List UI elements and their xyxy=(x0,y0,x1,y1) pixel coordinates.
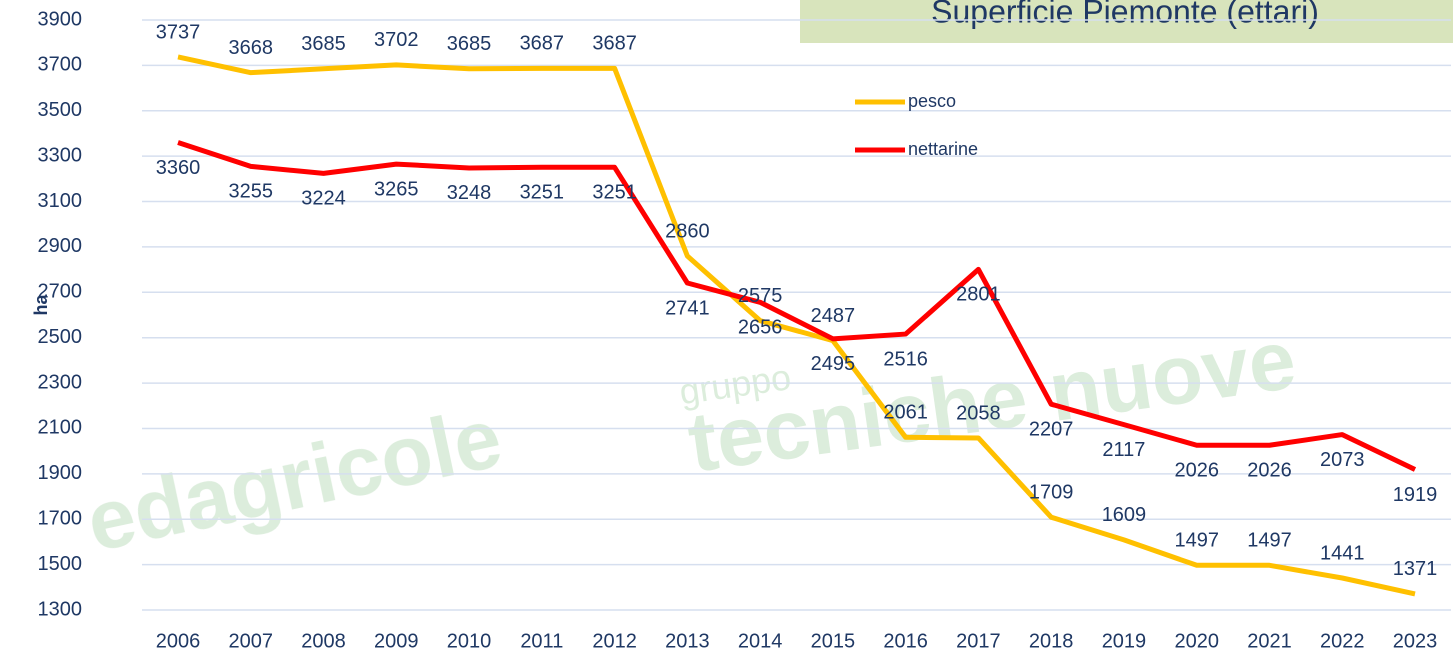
data-label: 3702 xyxy=(374,29,419,51)
y-tick-label: 1900 xyxy=(38,462,83,484)
data-label: 3687 xyxy=(592,33,637,55)
x-tick-label: 2021 xyxy=(1247,630,1292,652)
data-label: 2801 xyxy=(956,284,1001,306)
data-label: 3360 xyxy=(156,157,201,179)
data-label: 2656 xyxy=(738,317,783,339)
legend-label: pesco xyxy=(908,91,956,111)
data-label: 2495 xyxy=(811,353,856,375)
x-tick-label: 2012 xyxy=(592,630,637,652)
data-label: 1497 xyxy=(1174,530,1219,552)
x-tick-label: 2014 xyxy=(738,630,783,652)
y-tick-label: 2500 xyxy=(38,326,83,348)
data-label: 3668 xyxy=(229,37,274,59)
data-label: 1441 xyxy=(1320,542,1365,564)
data-label: 3251 xyxy=(592,182,637,204)
y-tick-label: 2700 xyxy=(38,281,83,303)
y-tick-label: 1700 xyxy=(38,508,83,530)
y-tick-label: 3500 xyxy=(38,99,83,121)
y-tick-label: 2900 xyxy=(38,235,83,257)
data-label: 3685 xyxy=(301,33,346,55)
x-tick-label: 2010 xyxy=(447,630,492,652)
y-tick-label: 1300 xyxy=(38,598,83,620)
data-label: 3251 xyxy=(520,182,565,204)
data-label: 3255 xyxy=(229,181,274,203)
x-tick-label: 2016 xyxy=(883,630,928,652)
data-label: 1709 xyxy=(1029,481,1074,503)
data-label: 1497 xyxy=(1247,530,1292,552)
series-line xyxy=(177,140,1417,472)
data-label: 2860 xyxy=(665,220,710,242)
data-label: 2741 xyxy=(665,297,710,319)
x-tick-label: 2020 xyxy=(1174,630,1219,652)
chart-title: Superficie Piemonte (ettari) xyxy=(931,0,1319,29)
data-label: 2117 xyxy=(1102,439,1145,461)
x-tick-label: 2006 xyxy=(156,630,201,652)
data-label: 1919 xyxy=(1393,484,1438,506)
data-label: 3224 xyxy=(301,188,346,210)
data-label: 2061 xyxy=(883,402,928,424)
x-tick-label: 2015 xyxy=(811,630,856,652)
data-label: 3687 xyxy=(520,33,565,55)
y-tick-label: 1500 xyxy=(38,553,83,575)
x-tick-label: 2013 xyxy=(665,630,710,652)
x-tick-label: 2008 xyxy=(301,630,346,652)
y-tick-label: 3100 xyxy=(38,190,83,212)
x-tick-label: 2018 xyxy=(1029,630,1074,652)
data-label: 3248 xyxy=(447,182,492,204)
legend-label: nettarine xyxy=(908,139,978,159)
data-label: 1609 xyxy=(1102,504,1147,526)
data-label: 2073 xyxy=(1320,449,1365,471)
title-box xyxy=(800,0,1453,43)
x-tick-label: 2017 xyxy=(956,630,1001,652)
y-tick-label: 3900 xyxy=(38,8,83,30)
x-tick-label: 2009 xyxy=(374,630,419,652)
y-tick-label: 2100 xyxy=(38,417,83,439)
data-label: 3737 xyxy=(156,21,201,43)
data-label: 2026 xyxy=(1174,460,1219,482)
series-line xyxy=(177,54,1416,597)
x-tick-label: 2007 xyxy=(229,630,274,652)
data-label: 2575 xyxy=(738,285,783,307)
data-label: 2058 xyxy=(956,402,1001,424)
y-tick-label: 3700 xyxy=(38,54,83,76)
x-tick-label: 2023 xyxy=(1393,630,1438,652)
data-label: 2207 xyxy=(1029,418,1074,440)
data-label: 2026 xyxy=(1247,460,1292,482)
x-tick-label: 2019 xyxy=(1102,630,1147,652)
y-tick-label: 3300 xyxy=(38,144,83,166)
data-label: 3685 xyxy=(447,33,492,55)
data-label: 3265 xyxy=(374,178,419,200)
y-axis-label: ha xyxy=(31,294,51,316)
data-label: 2516 xyxy=(883,348,928,370)
data-label: 2487 xyxy=(811,305,856,327)
x-tick-label: 2022 xyxy=(1320,630,1365,652)
y-tick-label: 2300 xyxy=(38,371,83,393)
data-label: 1371 xyxy=(1393,558,1438,580)
watermark-text: edagricole xyxy=(79,390,510,569)
x-tick-label: 2011 xyxy=(520,630,563,652)
